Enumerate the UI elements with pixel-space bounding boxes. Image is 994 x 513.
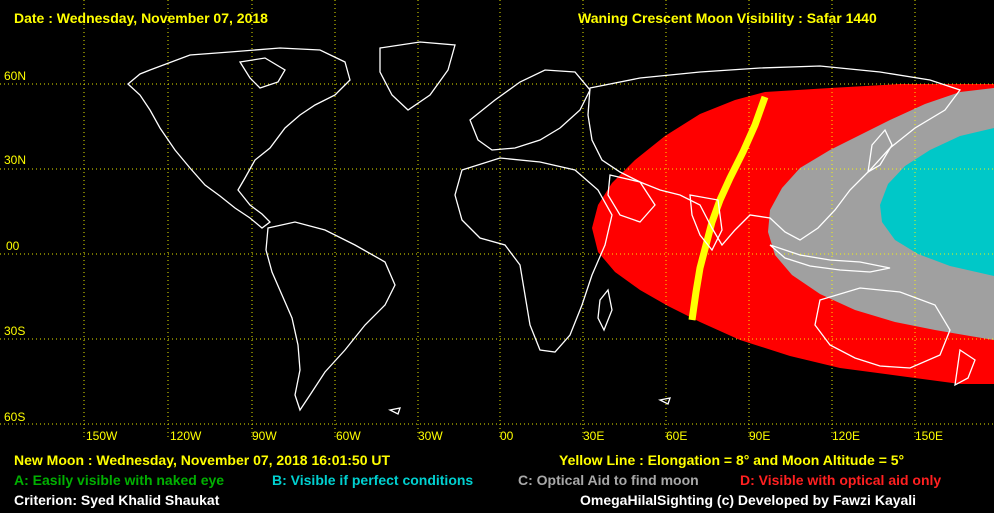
lat-label-00: 00 <box>6 239 20 253</box>
lon-label-30w: 30W <box>418 429 443 443</box>
coastlines <box>127 41 976 415</box>
legend-d: D: Visible with optical aid only <box>740 472 942 488</box>
lat-lon-grid <box>0 0 994 440</box>
lon-label-60w: 60W <box>336 429 361 443</box>
lat-label-60n: 60N <box>4 69 27 83</box>
lat-label-60s: 60S <box>4 410 26 424</box>
map-title: Waning Crescent Moon Visibility : Safar … <box>578 10 877 26</box>
credit: OmegaHilalSighting (c) Developed by Fawz… <box>580 492 917 508</box>
zone-b-region <box>880 128 994 276</box>
lon-label-150e: 150E <box>915 429 944 443</box>
yellow-line-caption: Yellow Line : Elongation = 8° and Moon A… <box>559 452 905 468</box>
lon-label-30e: 30E <box>583 429 605 443</box>
date-line: Date : Wednesday, November 07, 2018 <box>14 10 268 26</box>
lon-label-120w: 120W <box>170 429 202 443</box>
lon-label-90e: 90E <box>749 429 771 443</box>
new-moon-time: New Moon : Wednesday, November 07, 2018 … <box>14 452 391 468</box>
yellow-line <box>688 95 769 321</box>
lon-label-150w: 150W <box>86 429 118 443</box>
lon-label-60e: 60E <box>666 429 688 443</box>
lat-label-30n: 30N <box>4 153 27 167</box>
lon-label-90w: 90W <box>252 429 277 443</box>
lon-label-120e: 120E <box>832 429 861 443</box>
legend-a: A: Easily visible with naked eye <box>14 472 225 488</box>
criterion: Criterion: Syed Khalid Shaukat <box>14 492 220 508</box>
lat-label-30s: 30S <box>4 324 26 338</box>
lon-label-00: 00 <box>500 429 514 443</box>
legend-c: C: Optical Aid to find moon <box>518 472 699 488</box>
legend-b: B: Visible if perfect conditions <box>272 472 474 488</box>
